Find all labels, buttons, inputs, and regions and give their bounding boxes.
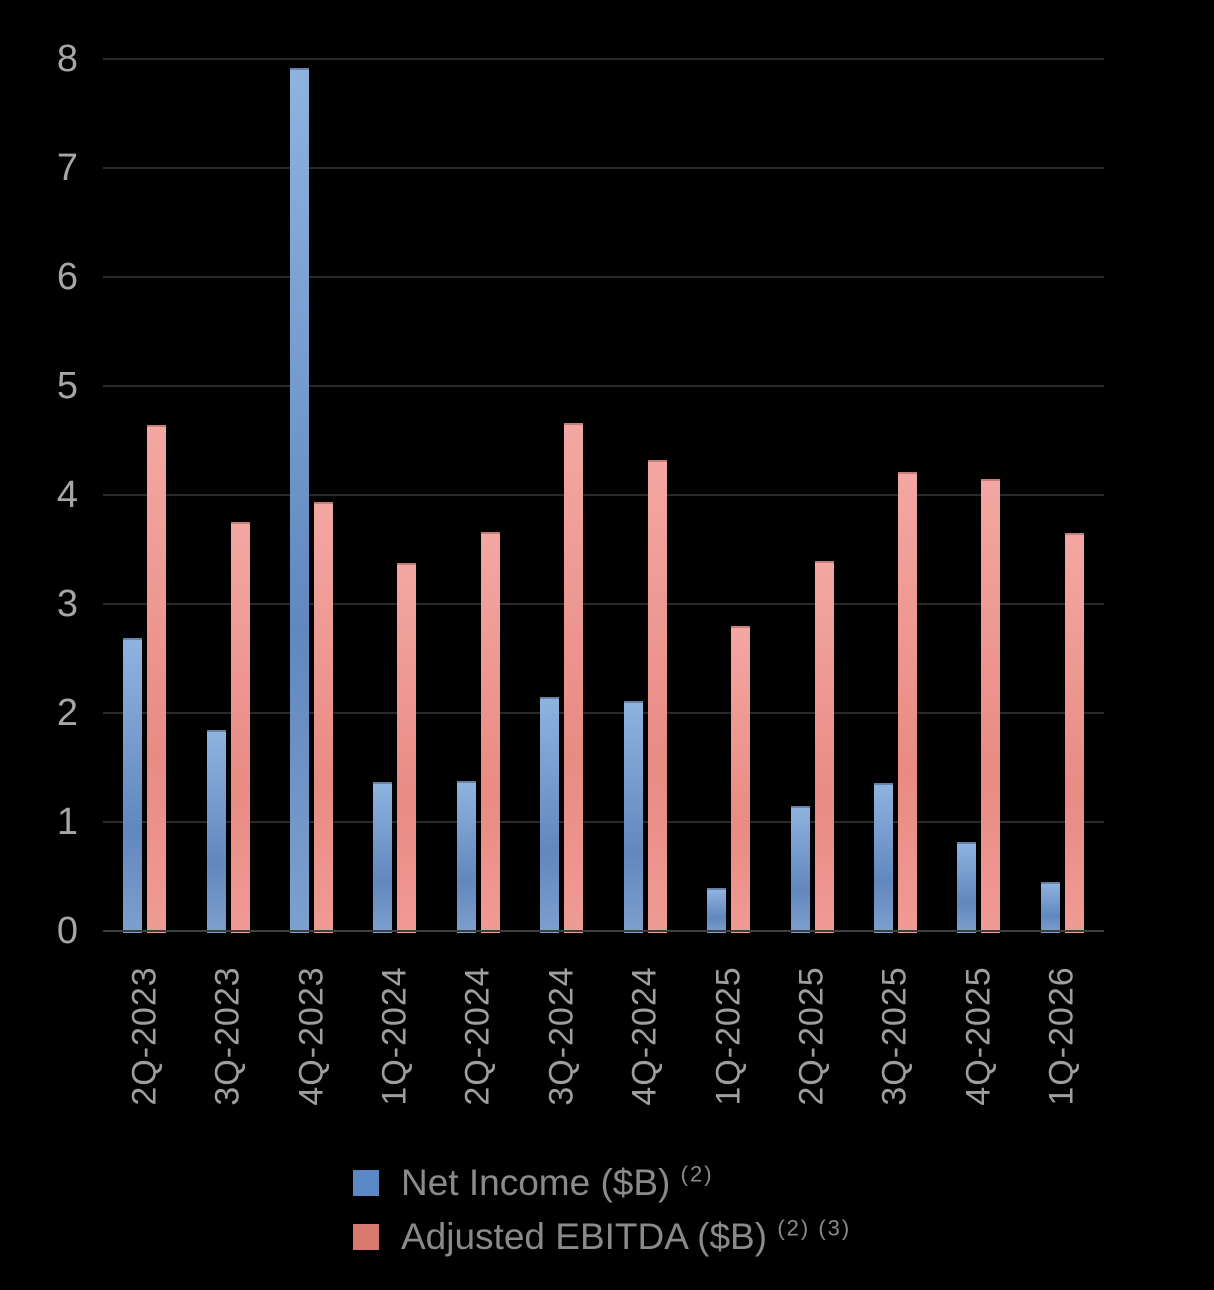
x-axis-tick-label-1Q-2025: 1Q-2025: [709, 966, 748, 1106]
legend-superscript: (2): [680, 1161, 714, 1187]
gridline-y-1: [103, 821, 1104, 823]
legend-superscript: (2) (3): [777, 1215, 852, 1241]
y-axis-tick-label: 7: [56, 147, 78, 189]
legend-item-net-income: Net Income ($B) (2): [353, 1163, 851, 1203]
bar-adjusted-ebitda-3Q-2024: [564, 423, 584, 933]
x-axis-tick-label-3Q-2024: 3Q-2024: [542, 966, 581, 1106]
bar-net-income-1Q-2024: [373, 781, 393, 933]
bar-net-income-2Q-2025: [790, 805, 810, 933]
y-axis-tick-label: 5: [56, 365, 78, 407]
x-axis-tick-label-2Q-2025: 2Q-2025: [792, 966, 831, 1106]
x-axis-tick-label-1Q-2024: 1Q-2024: [375, 966, 414, 1106]
adjusted-ebitda-swatch: [353, 1224, 379, 1250]
y-axis-tick-label: 3: [56, 583, 78, 625]
x-axis-tick-label-4Q-2024: 4Q-2024: [625, 966, 664, 1106]
gridline-y-3: [103, 603, 1104, 605]
bar-net-income-2Q-2024: [456, 780, 476, 933]
y-axis-tick-label: 6: [56, 256, 78, 298]
x-axis-tick-label-4Q-2023: 4Q-2023: [292, 966, 331, 1106]
bar-adjusted-ebitda-3Q-2023: [230, 522, 250, 933]
bar-net-income-4Q-2025: [957, 841, 977, 933]
bar-adjusted-ebitda-1Q-2025: [731, 625, 751, 933]
bar-adjusted-ebitda-4Q-2024: [647, 460, 667, 933]
gridline-y-5: [103, 385, 1104, 387]
bar-adjusted-ebitda-4Q-2025: [981, 478, 1001, 933]
bar-net-income-4Q-2023: [290, 67, 310, 933]
x-axis-tick-label-3Q-2023: 3Q-2023: [208, 966, 247, 1106]
chart-legend: Net Income ($B) (2) Adjusted EBITDA ($B)…: [353, 1163, 851, 1271]
x-axis-tick-label-2Q-2024: 2Q-2024: [458, 966, 497, 1106]
bar-net-income-3Q-2024: [540, 696, 560, 933]
gridline-y-8: [103, 58, 1104, 60]
net-income-swatch: [353, 1170, 379, 1196]
legend-text: Adjusted EBITDA ($B): [401, 1216, 768, 1257]
bar-adjusted-ebitda-2Q-2023: [147, 425, 167, 933]
gridline-y-7: [103, 167, 1104, 169]
x-axis-tick-label-4Q-2025: 4Q-2025: [959, 966, 998, 1106]
bar-adjusted-ebitda-4Q-2023: [314, 501, 334, 933]
x-axis-tick-label-2Q-2023: 2Q-2023: [125, 966, 164, 1106]
bar-adjusted-ebitda-3Q-2025: [897, 472, 917, 933]
bar-adjusted-ebitda-2Q-2025: [814, 561, 834, 933]
x-axis-line: [103, 930, 1104, 932]
x-axis-tick-label-3Q-2025: 3Q-2025: [875, 966, 914, 1106]
bar-net-income-3Q-2023: [206, 730, 226, 933]
y-axis-tick-label: 0: [56, 910, 78, 952]
legend-text: Net Income ($B): [401, 1162, 671, 1203]
legend-label-net-income: Net Income ($B) (2): [401, 1163, 714, 1203]
gridline-y-6: [103, 276, 1104, 278]
x-axis-tick-label-1Q-2026: 1Q-2026: [1042, 966, 1081, 1106]
bar-adjusted-ebitda-1Q-2024: [397, 562, 417, 933]
y-axis-tick-label: 8: [56, 38, 78, 80]
gridline-y-2: [103, 712, 1104, 714]
bar-net-income-1Q-2026: [1040, 881, 1060, 933]
bar-net-income-2Q-2023: [123, 637, 143, 933]
legend-label-adjusted-ebitda: Adjusted EBITDA ($B) (2) (3): [401, 1217, 851, 1257]
gridline-y-4: [103, 494, 1104, 496]
legend-item-adjusted-ebitda: Adjusted EBITDA ($B) (2) (3): [353, 1217, 851, 1257]
y-axis-tick-label: 1: [56, 801, 78, 843]
bar-net-income-3Q-2025: [873, 782, 893, 933]
bar-net-income-1Q-2025: [707, 888, 727, 933]
bar-adjusted-ebitda-2Q-2024: [480, 532, 500, 933]
y-axis-tick-label: 2: [56, 692, 78, 734]
bar-adjusted-ebitda-1Q-2026: [1064, 533, 1084, 933]
bar-net-income-4Q-2024: [623, 701, 643, 933]
y-axis-tick-label: 4: [56, 474, 78, 516]
